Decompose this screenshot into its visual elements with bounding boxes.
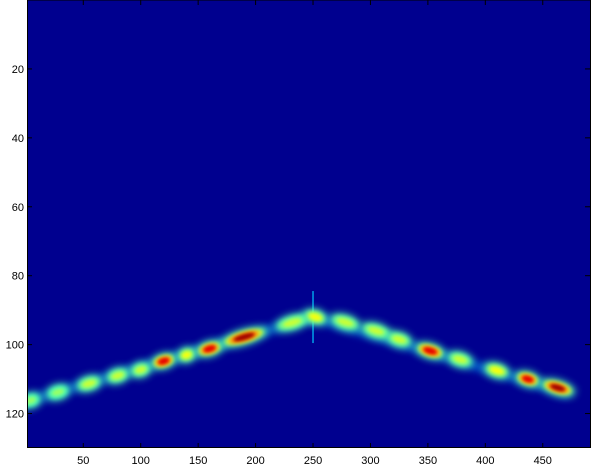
x-tick-label: 50	[77, 455, 89, 467]
blob-core	[490, 367, 504, 374]
heatmap-blob	[75, 374, 103, 393]
x-tick-label: 350	[419, 455, 437, 467]
x-tick-label: 450	[534, 455, 552, 467]
blob-core	[135, 366, 146, 374]
blob-core	[309, 313, 322, 321]
blob-core	[182, 351, 192, 359]
blob-core	[337, 318, 353, 326]
heatmap-blob	[414, 341, 447, 360]
y-tick-label: 100	[6, 340, 24, 352]
blob-core	[522, 375, 534, 383]
x-axis: 50 100 150 200 250 300 350 400 450	[77, 0, 552, 467]
blob-core	[283, 318, 302, 327]
blob-core	[82, 380, 96, 387]
heatmap-blob	[176, 346, 198, 364]
blob-core	[111, 372, 124, 379]
heatmap-blob	[105, 367, 131, 385]
blob-core	[368, 327, 384, 335]
blob-core	[453, 355, 467, 363]
blob-core	[52, 388, 64, 396]
blob-core	[233, 333, 255, 342]
blob-core	[158, 358, 169, 365]
heatmap-blob	[329, 313, 362, 332]
x-tick-label: 200	[246, 455, 264, 467]
x-tick-label: 150	[189, 455, 207, 467]
y-tick-label: 80	[12, 271, 24, 283]
heatmap-blob	[150, 352, 178, 370]
heatmap-blob	[274, 313, 311, 332]
heatmap-blob	[219, 326, 269, 348]
y-axis: 20 40 60 80 100 120	[6, 64, 590, 421]
y-tick-label: 20	[12, 64, 24, 76]
x-tick-label: 250	[304, 455, 322, 467]
y-tick-label: 40	[12, 133, 24, 145]
heatmap-blob	[514, 370, 542, 388]
y-tick-label: 120	[6, 409, 24, 421]
blob-core	[203, 345, 216, 352]
heatmap-blob	[302, 308, 328, 326]
heatmap-blob	[360, 321, 393, 340]
heatmap-blob	[385, 330, 413, 349]
heatmap-blob	[446, 350, 474, 369]
heatmap-blob	[45, 383, 71, 401]
blob-core	[423, 347, 437, 355]
blob-core	[392, 335, 406, 343]
heatmap-marks	[27, 291, 576, 409]
heatmap-blob	[129, 361, 153, 379]
heatmap-blob	[539, 378, 576, 398]
x-tick-label: 100	[132, 455, 150, 467]
heatmap-blob	[483, 361, 511, 380]
heatmap-blob	[194, 339, 225, 358]
y-tick-label: 60	[12, 202, 24, 214]
x-tick-label: 400	[476, 455, 494, 467]
blob-core	[550, 384, 565, 392]
x-tick-label: 300	[361, 455, 379, 467]
